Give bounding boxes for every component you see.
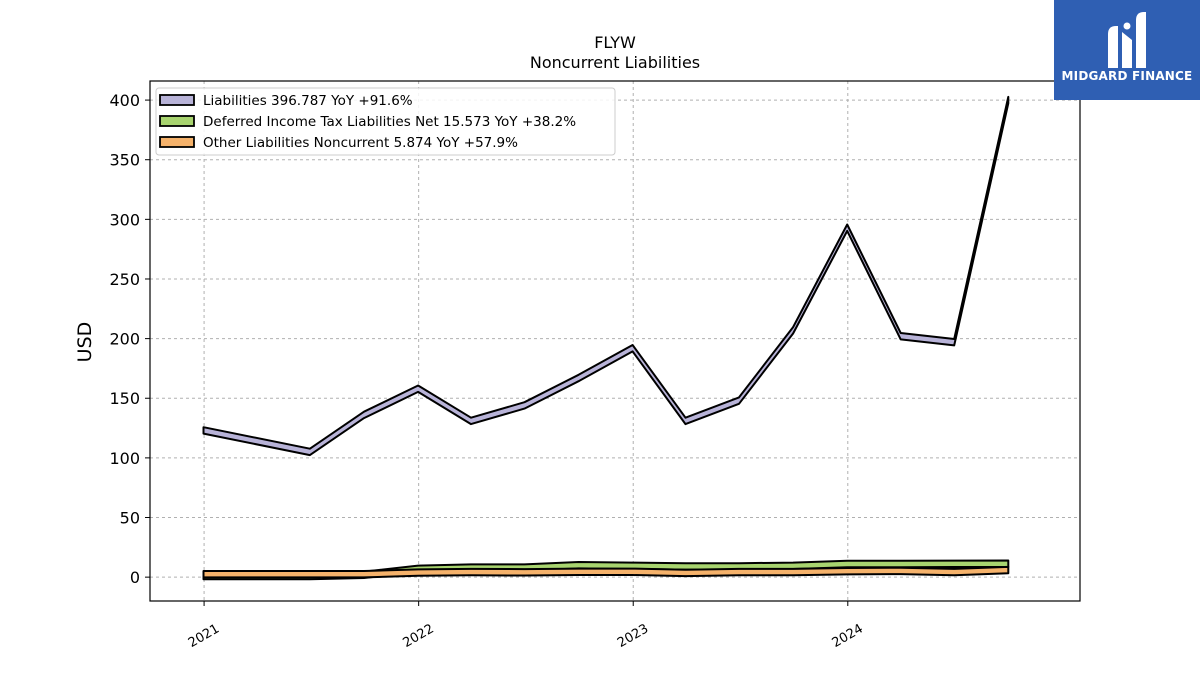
- chart-subtitle: Noncurrent Liabilities: [530, 53, 700, 72]
- brand-name: MIDGARD FINANCE: [1061, 69, 1193, 83]
- y-axis-ticks: 0 50 100 150 200 250 300 350 400: [109, 91, 150, 587]
- series-other-liabilities-noncurrent: [202, 565, 1010, 579]
- y-tick-label: 300: [109, 210, 140, 229]
- x-tick-label: 2024: [830, 621, 866, 651]
- series-band: [202, 95, 1010, 457]
- y-tick-label: 250: [109, 270, 140, 289]
- plot-frame: [149, 80, 1081, 602]
- legend-swatch: [159, 115, 195, 127]
- y-tick-label: 0: [130, 568, 140, 587]
- legend-entry-label: Deferred Income Tax Liabilities Net 15.5…: [203, 114, 576, 130]
- y-tick-label: 200: [109, 330, 140, 349]
- x-tick-label: 2021: [186, 621, 222, 651]
- series-liabilities: [202, 95, 1010, 457]
- y-tick-label: 50: [120, 509, 140, 528]
- brand-logo: MIDGARD FINANCE: [1054, 0, 1200, 100]
- series-band: [202, 565, 1010, 579]
- legend-swatch: [159, 136, 195, 148]
- x-tick-label: 2023: [615, 621, 651, 651]
- legend-entry-label: Other Liabilities Noncurrent 5.874 YoY +…: [203, 135, 518, 151]
- legend-entry-label: Liabilities 396.787 YoY +91.6%: [203, 93, 413, 109]
- midgard-logo-icon: [1108, 12, 1146, 68]
- series-layer: [202, 95, 1010, 581]
- chart-title: FLYW: [594, 33, 636, 52]
- y-tick-label: 400: [109, 91, 140, 110]
- x-tick-label: 2022: [400, 621, 436, 651]
- x-axis-ticks: 2021 2022 2023 2024: [186, 601, 866, 651]
- y-axis-label: USD: [74, 322, 96, 363]
- y-tick-label: 100: [109, 449, 140, 468]
- legend-swatch: [159, 94, 195, 106]
- legend: Liabilities 396.787 YoY +91.6% Deferred I…: [155, 87, 616, 156]
- y-tick-label: 150: [109, 389, 140, 408]
- legend-box: [155, 87, 616, 156]
- y-tick-label: 350: [109, 151, 140, 170]
